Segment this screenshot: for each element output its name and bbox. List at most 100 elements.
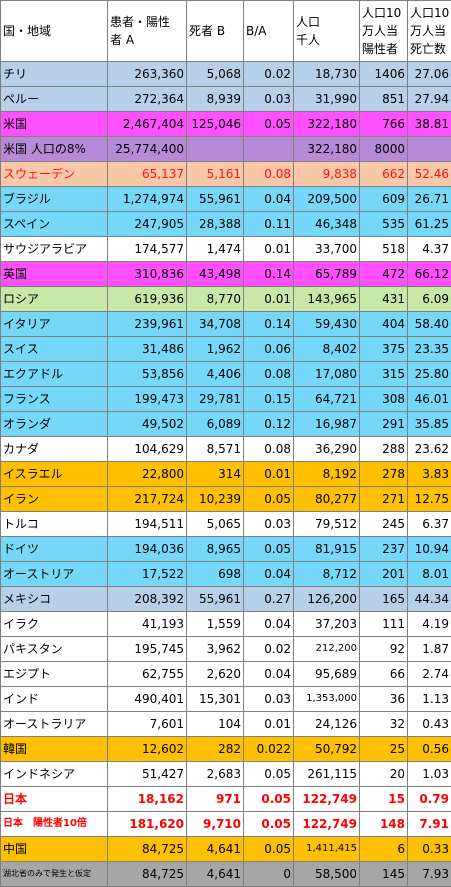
deaths-cell: 1,559 — [187, 612, 244, 637]
deaths-cell: 104 — [187, 712, 244, 737]
per100k-positive-cell: 278 — [360, 462, 408, 487]
per100k-positive-cell: 662 — [360, 162, 408, 187]
country-cell: 中国 — [1, 837, 108, 862]
ratio-cell: 0.03 — [244, 87, 294, 112]
ratio-cell: 0.14 — [244, 312, 294, 337]
ratio-cell: 0.022 — [244, 737, 294, 762]
population-cell: 122,749 — [294, 787, 360, 812]
deaths-cell: 10,239 — [187, 487, 244, 512]
country-cell: オランダ — [1, 412, 108, 437]
ratio-cell: 0.15 — [244, 387, 294, 412]
country-cell: 米国 — [1, 112, 108, 137]
per100k-deaths-cell: 1.03 — [408, 762, 451, 787]
patients-cell: 22,800 — [108, 462, 187, 487]
ratio-cell: 0.11 — [244, 212, 294, 237]
per100k-positive-cell: 145 — [360, 862, 408, 887]
deaths-cell: 8,939 — [187, 87, 244, 112]
ratio-cell: 0 — [244, 862, 294, 887]
country-cell: オーストリア — [1, 562, 108, 587]
deaths-cell: 29,781 — [187, 387, 244, 412]
per100k-deaths-cell: 61.25 — [408, 212, 451, 237]
country-cell: インド — [1, 687, 108, 712]
country-cell: 韓国 — [1, 737, 108, 762]
country-cell: イスラエル — [1, 462, 108, 487]
deaths-cell: 15,301 — [187, 687, 244, 712]
deaths-cell: 43,498 — [187, 262, 244, 287]
population-cell: 209,500 — [294, 187, 360, 212]
population-cell: 95,689 — [294, 662, 360, 687]
population-cell: 59,430 — [294, 312, 360, 337]
patients-cell: 31,486 — [108, 337, 187, 362]
per100k-deaths-cell: 6.37 — [408, 512, 451, 537]
patients-cell: 208,392 — [108, 587, 187, 612]
deaths-cell: 314 — [187, 462, 244, 487]
country-cell: チリ — [1, 62, 108, 87]
patients-cell: 263,360 — [108, 62, 187, 87]
deaths-cell — [187, 137, 244, 162]
ratio-cell: 0.05 — [244, 787, 294, 812]
per100k-positive-cell: 271 — [360, 487, 408, 512]
ratio-cell: 0.05 — [244, 762, 294, 787]
country-cell: エジプト — [1, 662, 108, 687]
ratio-cell: 0.05 — [244, 487, 294, 512]
deaths-cell: 3,962 — [187, 637, 244, 662]
country-cell: トルコ — [1, 512, 108, 537]
per100k-deaths-cell: 0.33 — [408, 837, 451, 862]
patients-cell: 490,401 — [108, 687, 187, 712]
deaths-cell: 1,962 — [187, 337, 244, 362]
deaths-cell: 8,965 — [187, 537, 244, 562]
population-cell: 9,838 — [294, 162, 360, 187]
deaths-cell: 4,406 — [187, 362, 244, 387]
per100k-deaths-cell: 46.01 — [408, 387, 451, 412]
per100k-deaths-cell: 6.09 — [408, 287, 451, 312]
country-cell: ドイツ — [1, 537, 108, 562]
per100k-positive-cell: 66 — [360, 662, 408, 687]
ratio-cell — [244, 137, 294, 162]
population-cell: 64,721 — [294, 387, 360, 412]
ratio-cell: 0.08 — [244, 162, 294, 187]
population-cell: 58,500 — [294, 862, 360, 887]
patients-cell: 104,629 — [108, 437, 187, 462]
patients-cell: 53,856 — [108, 362, 187, 387]
population-cell: 1,411,415 — [294, 837, 360, 862]
patients-cell: 195,745 — [108, 637, 187, 662]
per100k-deaths-cell: 26.71 — [408, 187, 451, 212]
per100k-deaths-cell: 7.91 — [408, 812, 451, 837]
population-cell: 50,792 — [294, 737, 360, 762]
header-deaths: 死者 B — [187, 1, 244, 62]
per100k-deaths-cell: 0.56 — [408, 737, 451, 762]
per100k-positive-cell: 431 — [360, 287, 408, 312]
per100k-positive-cell: 32 — [360, 712, 408, 737]
per100k-deaths-cell: 25.80 — [408, 362, 451, 387]
patients-cell: 7,601 — [108, 712, 187, 737]
ratio-cell: 0.01 — [244, 237, 294, 262]
per100k-deaths-cell: 12.75 — [408, 487, 451, 512]
per100k-deaths-cell: 3.83 — [408, 462, 451, 487]
per100k-deaths-cell: 27.94 — [408, 87, 451, 112]
patients-cell: 199,473 — [108, 387, 187, 412]
patients-cell: 181,620 — [108, 812, 187, 837]
deaths-cell: 28,388 — [187, 212, 244, 237]
country-cell: イタリア — [1, 312, 108, 337]
patients-cell: 25,774,400 — [108, 137, 187, 162]
country-cell: パキスタン — [1, 637, 108, 662]
ratio-cell: 0.04 — [244, 662, 294, 687]
per100k-positive-cell: 375 — [360, 337, 408, 362]
population-cell: 81,915 — [294, 537, 360, 562]
deaths-cell: 55,961 — [187, 587, 244, 612]
per100k-positive-cell: 288 — [360, 437, 408, 462]
population-cell: 261,115 — [294, 762, 360, 787]
population-cell: 18,730 — [294, 62, 360, 87]
deaths-cell: 698 — [187, 562, 244, 587]
ratio-cell: 0.01 — [244, 462, 294, 487]
patients-cell: 217,724 — [108, 487, 187, 512]
ratio-cell: 0.08 — [244, 362, 294, 387]
country-cell: イラン — [1, 487, 108, 512]
